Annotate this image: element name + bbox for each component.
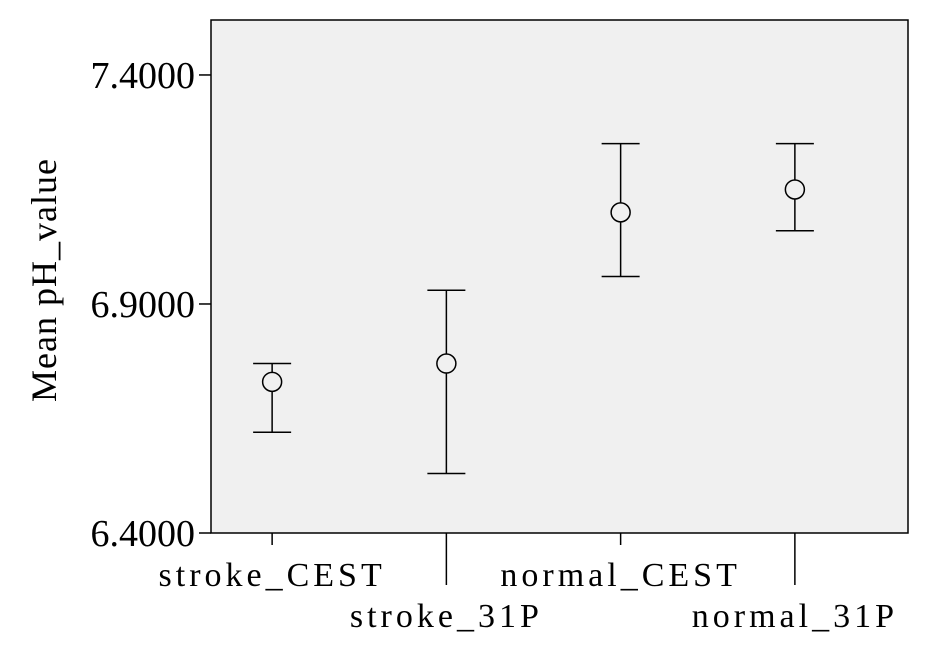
mean-point bbox=[436, 353, 457, 374]
plot-area bbox=[210, 19, 909, 534]
x-tick-label: stroke_CEST bbox=[159, 557, 386, 594]
x-tick-label: normal_31P bbox=[692, 598, 898, 635]
y-tick-label: 7.4000 bbox=[91, 55, 196, 97]
y-tick-label: 6.9000 bbox=[91, 284, 196, 326]
data-marks bbox=[253, 142, 814, 475]
y-tick-label: 6.4000 bbox=[91, 513, 196, 555]
x-axis: stroke_CEST stroke_31P normal_CEST normal_3… bbox=[159, 533, 898, 635]
y-axis-label: Mean pH_value bbox=[24, 158, 64, 402]
x-tick-label: stroke_31P bbox=[350, 598, 543, 635]
mean-point bbox=[610, 202, 631, 223]
mean-point bbox=[784, 179, 806, 200]
y-axis: 6.4000 6.9000 7.4000 bbox=[91, 55, 211, 555]
x-tick-label: normal_CEST bbox=[500, 557, 740, 594]
mean-point bbox=[261, 371, 283, 393]
